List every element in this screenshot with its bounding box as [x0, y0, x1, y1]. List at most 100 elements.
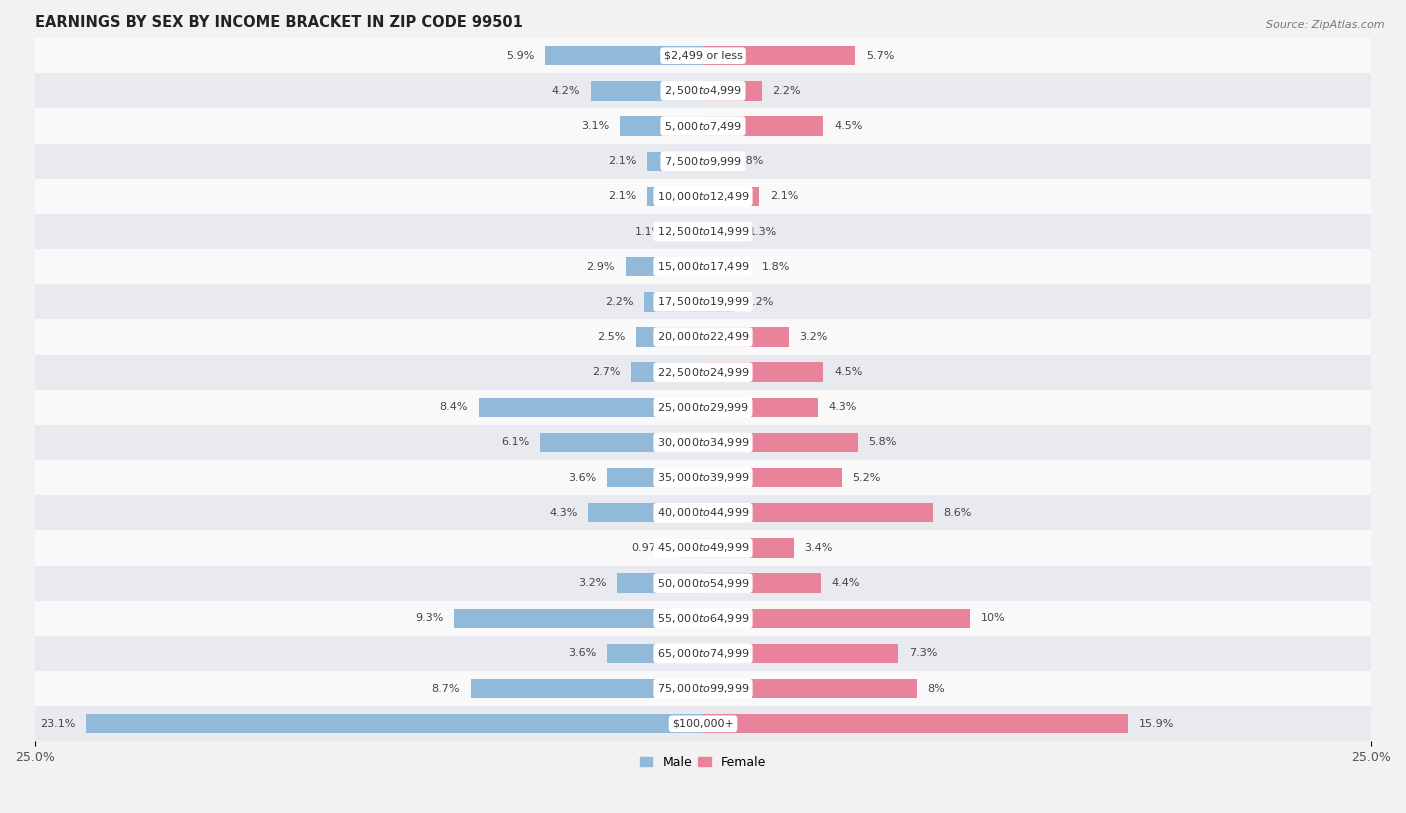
- Text: $30,000 to $34,999: $30,000 to $34,999: [657, 436, 749, 449]
- Bar: [86, 714, 703, 733]
- Bar: [478, 398, 703, 417]
- Bar: [703, 538, 794, 558]
- Text: 5.2%: 5.2%: [852, 472, 882, 483]
- Text: 1.3%: 1.3%: [748, 227, 776, 237]
- Text: 2.5%: 2.5%: [598, 332, 626, 342]
- Bar: [703, 257, 751, 276]
- Text: 4.5%: 4.5%: [834, 367, 862, 377]
- Bar: [588, 503, 703, 523]
- Text: 2.2%: 2.2%: [605, 297, 634, 307]
- Text: 6.1%: 6.1%: [501, 437, 529, 447]
- Bar: [607, 468, 703, 487]
- Text: 4.4%: 4.4%: [831, 578, 859, 588]
- Text: 5.9%: 5.9%: [506, 50, 534, 61]
- Text: 8.7%: 8.7%: [432, 684, 460, 693]
- Bar: [636, 328, 703, 346]
- Text: 2.1%: 2.1%: [607, 156, 636, 166]
- Bar: [703, 328, 789, 346]
- Text: 7.3%: 7.3%: [908, 649, 938, 659]
- Text: 2.1%: 2.1%: [770, 191, 799, 202]
- Bar: [35, 636, 1371, 671]
- Bar: [35, 460, 1371, 495]
- Bar: [35, 249, 1371, 285]
- Bar: [35, 671, 1371, 706]
- Bar: [35, 108, 1371, 144]
- Bar: [703, 187, 759, 206]
- Text: EARNINGS BY SEX BY INCOME BRACKET IN ZIP CODE 99501: EARNINGS BY SEX BY INCOME BRACKET IN ZIP…: [35, 15, 523, 30]
- Bar: [620, 116, 703, 136]
- Text: $25,000 to $29,999: $25,000 to $29,999: [657, 401, 749, 414]
- Text: 2.7%: 2.7%: [592, 367, 620, 377]
- Bar: [703, 81, 762, 101]
- Text: $10,000 to $12,499: $10,000 to $12,499: [657, 190, 749, 202]
- Text: 9.3%: 9.3%: [415, 613, 444, 624]
- Bar: [703, 609, 970, 628]
- Text: $7,500 to $9,999: $7,500 to $9,999: [664, 154, 742, 167]
- Bar: [647, 187, 703, 206]
- Bar: [703, 398, 818, 417]
- Text: 4.3%: 4.3%: [548, 508, 578, 518]
- Text: 3.2%: 3.2%: [578, 578, 607, 588]
- Text: $50,000 to $54,999: $50,000 to $54,999: [657, 576, 749, 589]
- Bar: [35, 425, 1371, 460]
- Bar: [35, 144, 1371, 179]
- Bar: [703, 503, 932, 523]
- Text: 8.4%: 8.4%: [439, 402, 468, 412]
- Bar: [703, 46, 855, 65]
- Bar: [35, 214, 1371, 249]
- Text: 1.1%: 1.1%: [634, 227, 662, 237]
- Bar: [631, 363, 703, 382]
- Bar: [35, 320, 1371, 354]
- Bar: [703, 433, 858, 452]
- Bar: [35, 706, 1371, 741]
- Text: $100,000+: $100,000+: [672, 719, 734, 728]
- Bar: [35, 38, 1371, 73]
- Text: 2.9%: 2.9%: [586, 262, 614, 272]
- Bar: [647, 151, 703, 171]
- Bar: [703, 468, 842, 487]
- Text: Source: ZipAtlas.com: Source: ZipAtlas.com: [1267, 20, 1385, 30]
- Bar: [703, 573, 821, 593]
- Text: $5,000 to $7,499: $5,000 to $7,499: [664, 120, 742, 133]
- Text: 1.8%: 1.8%: [762, 262, 790, 272]
- Bar: [673, 222, 703, 241]
- Bar: [454, 609, 703, 628]
- Bar: [35, 530, 1371, 566]
- Text: 23.1%: 23.1%: [39, 719, 75, 728]
- Text: 0.8%: 0.8%: [735, 156, 763, 166]
- Text: 2.1%: 2.1%: [607, 191, 636, 202]
- Bar: [703, 679, 917, 698]
- Bar: [35, 389, 1371, 425]
- Bar: [703, 222, 738, 241]
- Bar: [35, 601, 1371, 636]
- Bar: [35, 179, 1371, 214]
- Text: $15,000 to $17,499: $15,000 to $17,499: [657, 260, 749, 273]
- Bar: [607, 644, 703, 663]
- Text: $45,000 to $49,999: $45,000 to $49,999: [657, 541, 749, 554]
- Text: 15.9%: 15.9%: [1139, 719, 1174, 728]
- Bar: [644, 292, 703, 311]
- Bar: [703, 292, 735, 311]
- Bar: [678, 538, 703, 558]
- Text: $12,500 to $14,999: $12,500 to $14,999: [657, 225, 749, 238]
- Legend: Male, Female: Male, Female: [636, 750, 770, 774]
- Bar: [703, 644, 898, 663]
- Bar: [591, 81, 703, 101]
- Text: $75,000 to $99,999: $75,000 to $99,999: [657, 682, 749, 695]
- Bar: [35, 495, 1371, 530]
- Text: 8.6%: 8.6%: [943, 508, 972, 518]
- Text: 10%: 10%: [981, 613, 1005, 624]
- Bar: [471, 679, 703, 698]
- Text: $22,500 to $24,999: $22,500 to $24,999: [657, 366, 749, 379]
- Bar: [626, 257, 703, 276]
- Text: 3.1%: 3.1%: [581, 121, 609, 131]
- Text: $2,500 to $4,999: $2,500 to $4,999: [664, 85, 742, 98]
- Bar: [35, 285, 1371, 320]
- Bar: [703, 151, 724, 171]
- Text: $65,000 to $74,999: $65,000 to $74,999: [657, 647, 749, 660]
- Text: 5.8%: 5.8%: [869, 437, 897, 447]
- Bar: [35, 73, 1371, 108]
- Text: 3.6%: 3.6%: [568, 472, 596, 483]
- Bar: [546, 46, 703, 65]
- Text: 0.97%: 0.97%: [631, 543, 666, 553]
